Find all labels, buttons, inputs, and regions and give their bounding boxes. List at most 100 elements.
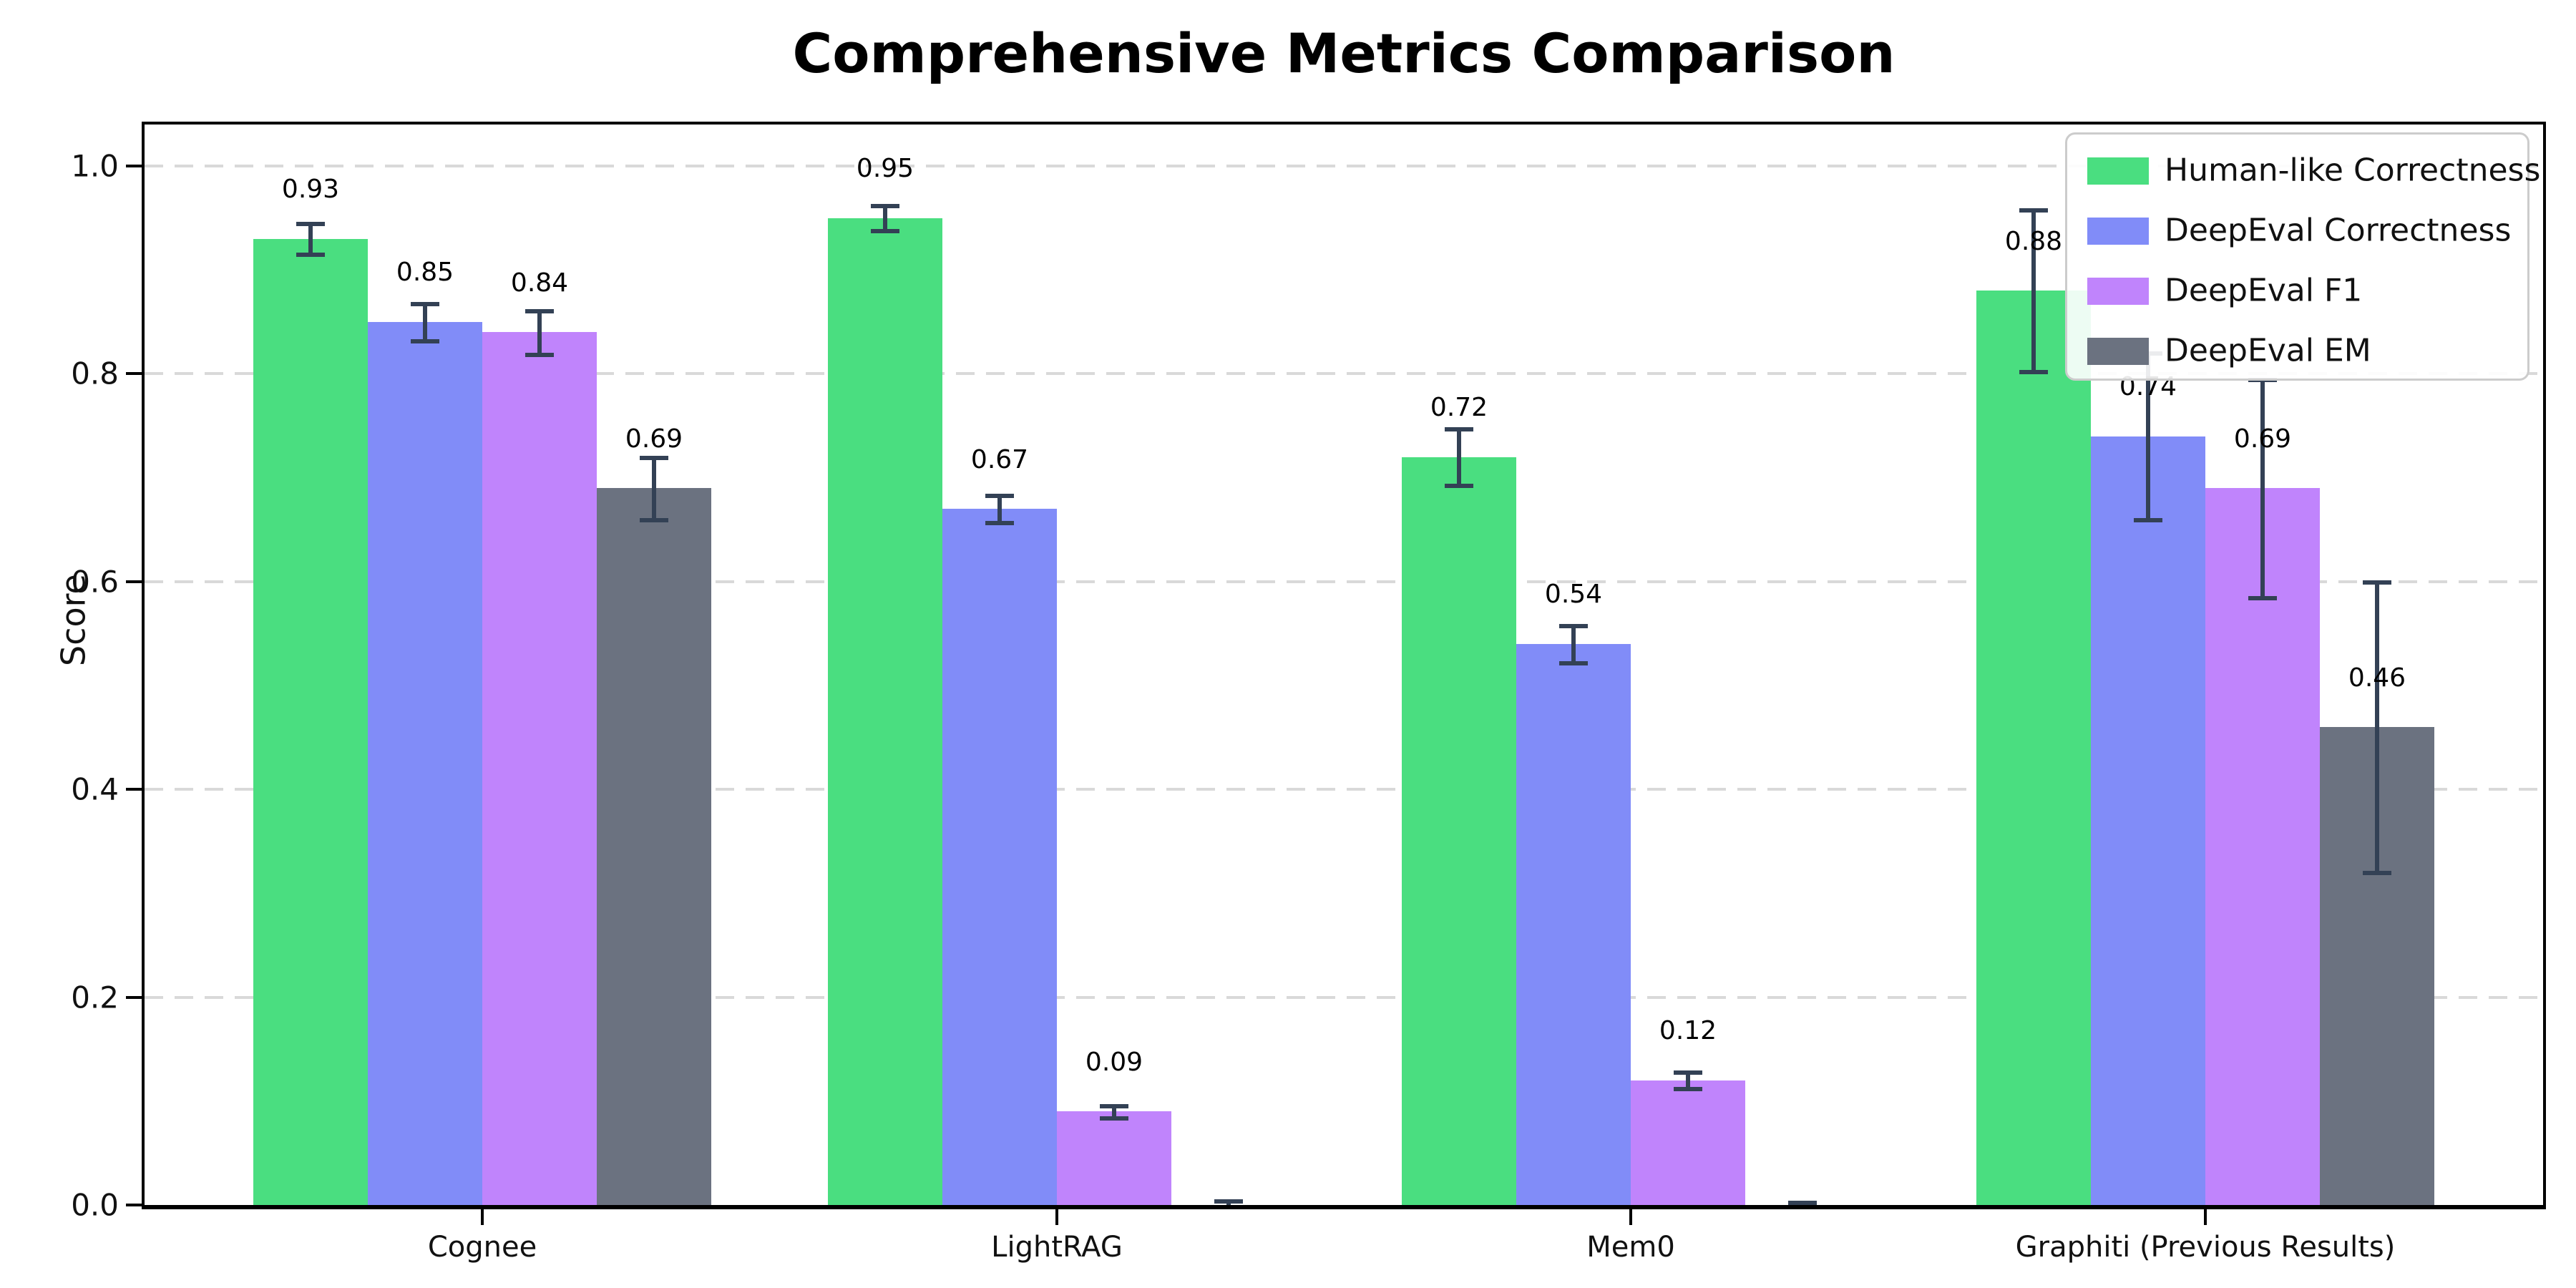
error-bar bbox=[883, 205, 887, 231]
gridline bbox=[145, 580, 2543, 583]
legend-swatch bbox=[2087, 278, 2149, 305]
bar bbox=[597, 488, 711, 1205]
legend-swatch bbox=[2087, 157, 2149, 185]
error-bar bbox=[308, 223, 313, 255]
y-tick-label: 0.0 bbox=[71, 1187, 119, 1223]
bar bbox=[1402, 457, 1516, 1205]
legend-item: DeepEval EM bbox=[2067, 321, 2527, 381]
gridline bbox=[145, 995, 2543, 999]
error-bar bbox=[1457, 429, 1461, 485]
y-tick-label: 0.4 bbox=[71, 771, 119, 807]
error-bar bbox=[423, 303, 427, 341]
error-bar-cap bbox=[2363, 871, 2391, 876]
error-bar bbox=[2146, 353, 2150, 519]
bar-value-label: 0.69 bbox=[625, 424, 683, 454]
y-tick-mark bbox=[126, 788, 142, 791]
legend-label: DeepEval Correctness bbox=[2165, 212, 2512, 249]
error-bar-cap bbox=[1100, 1116, 1128, 1121]
bar-value-label: 0.54 bbox=[1544, 580, 1603, 610]
error-bar-cap bbox=[1445, 483, 1473, 488]
gridline bbox=[145, 372, 2543, 376]
error-bar-cap bbox=[1214, 1199, 1243, 1204]
error-bar bbox=[2260, 379, 2265, 597]
error-bar-cap bbox=[640, 517, 668, 522]
error-bar-cap bbox=[1445, 427, 1473, 432]
error-bar-cap bbox=[2363, 580, 2391, 585]
plot-area bbox=[142, 122, 2546, 1209]
legend-label: DeepEval F1 bbox=[2165, 272, 2363, 309]
chart-title: Comprehensive Metrics Comparison bbox=[792, 21, 1896, 85]
error-bar-cap bbox=[985, 521, 1014, 526]
error-bar-cap bbox=[1100, 1103, 1128, 1108]
y-tick-mark bbox=[126, 165, 142, 167]
legend-swatch bbox=[2087, 218, 2149, 245]
error-bar-cap bbox=[871, 229, 899, 234]
x-tick-label: LightRAG bbox=[991, 1231, 1123, 1264]
bar bbox=[1976, 291, 2091, 1205]
y-tick-mark bbox=[126, 372, 142, 376]
bar-value-label: 0.84 bbox=[510, 268, 569, 298]
error-bar bbox=[2375, 581, 2379, 873]
error-bar-cap bbox=[296, 253, 325, 258]
legend-label: DeepEval EM bbox=[2165, 332, 2371, 369]
y-tick-label: 1.0 bbox=[71, 148, 119, 184]
legend: Human-like Correctness DeepEval Correctne… bbox=[2065, 132, 2540, 381]
bar bbox=[2091, 436, 2205, 1205]
x-tick-mark bbox=[1629, 1209, 1632, 1225]
error-bar-cap bbox=[1788, 1200, 1817, 1205]
gridline bbox=[145, 788, 2543, 791]
y-tick-mark bbox=[126, 1204, 142, 1206]
error-bar-cap bbox=[1559, 623, 1588, 628]
error-bar bbox=[1571, 625, 1576, 663]
error-bar bbox=[537, 310, 542, 354]
error-bar-cap bbox=[411, 301, 439, 306]
error-bar-cap bbox=[2248, 595, 2277, 600]
y-tick-label: 0.2 bbox=[71, 980, 119, 1015]
bar-value-label: 0.95 bbox=[856, 154, 914, 184]
x-tick-label: Cognee bbox=[427, 1231, 537, 1264]
legend-label: Human-like Correctness bbox=[2165, 152, 2541, 189]
legend-swatch bbox=[2087, 338, 2149, 365]
bar bbox=[2205, 488, 2320, 1205]
error-bar-cap bbox=[1559, 661, 1588, 666]
error-bar-cap bbox=[525, 308, 554, 313]
x-tick-mark bbox=[1055, 1209, 1058, 1225]
error-bar bbox=[652, 457, 656, 519]
y-tick-label: 0.8 bbox=[71, 356, 119, 391]
bar bbox=[368, 321, 482, 1205]
error-bar-cap bbox=[2019, 370, 2048, 375]
error-bar-cap bbox=[2134, 517, 2162, 522]
legend-item: DeepEval Correctness bbox=[2067, 200, 2527, 260]
bar-value-label: 0.69 bbox=[2233, 424, 2292, 454]
bar bbox=[828, 218, 942, 1205]
x-tick-mark bbox=[481, 1209, 484, 1225]
error-bar-cap bbox=[985, 494, 1014, 499]
y-tick-mark bbox=[126, 995, 142, 999]
error-bar-cap bbox=[871, 204, 899, 209]
bar-value-label: 0.46 bbox=[2348, 663, 2406, 693]
error-bar-cap bbox=[640, 455, 668, 460]
bar bbox=[942, 509, 1057, 1205]
bar bbox=[482, 332, 597, 1205]
bar-value-label: 0.67 bbox=[970, 444, 1029, 474]
bar-value-label: 0.12 bbox=[1659, 1016, 1717, 1046]
error-bar-cap bbox=[1674, 1070, 1702, 1075]
gridline bbox=[145, 165, 2543, 167]
bar bbox=[253, 238, 368, 1205]
error-bar bbox=[2031, 209, 2036, 372]
bar-value-label: 0.88 bbox=[2004, 226, 2063, 256]
error-bar-cap bbox=[296, 221, 325, 226]
y-tick-mark bbox=[126, 580, 142, 583]
x-tick-label: Graphiti (Previous Results) bbox=[2015, 1231, 2396, 1264]
error-bar bbox=[997, 495, 1002, 523]
y-tick-label: 0.6 bbox=[71, 564, 119, 600]
bar bbox=[1057, 1111, 1171, 1205]
bar bbox=[1631, 1080, 1745, 1205]
error-bar bbox=[1686, 1072, 1690, 1089]
error-bar-cap bbox=[525, 352, 554, 357]
error-bar-cap bbox=[411, 338, 439, 343]
error-bar-cap bbox=[2019, 208, 2048, 213]
bar bbox=[1516, 643, 1631, 1205]
bar-value-label: 0.09 bbox=[1085, 1047, 1143, 1077]
